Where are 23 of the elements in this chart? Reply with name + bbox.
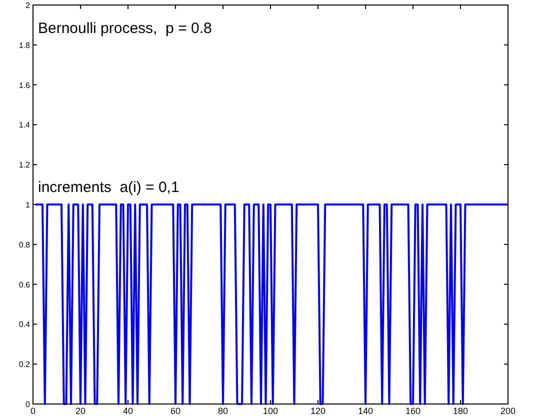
y-tick-label: 1.8 [18,40,31,50]
y-tick-label: 1.2 [18,160,31,170]
y-tick-label: 1.6 [18,80,31,90]
annotation: Bernoulli process, p = 0.8 [38,20,212,37]
y-tick-label: 0.8 [18,240,31,250]
x-tick-label: 160 [405,406,421,416]
x-tick-label: 140 [358,406,374,416]
x-tick-label: 60 [170,406,181,416]
y-tick-label: 0.6 [18,280,31,290]
y-tick-label: 2 [26,1,31,10]
x-tick-label: 80 [218,406,228,416]
y-tick-label: 0 [26,400,31,409]
y-tick-label: 0.4 [18,320,31,330]
x-tick-label: 200 [500,406,516,416]
x-tick-label: 120 [310,406,326,416]
x-tick-label: 180 [452,406,468,416]
x-tick-label: 40 [122,406,134,416]
y-tick-label: 1 [26,200,31,210]
y-tick-label: 1.4 [18,120,31,130]
x-tick-label: 100 [262,406,278,416]
annotation: increments a(i) = 0,1 [38,179,180,196]
x-tick-label: 20 [75,406,86,416]
y-tick-label: 0.2 [18,360,31,370]
